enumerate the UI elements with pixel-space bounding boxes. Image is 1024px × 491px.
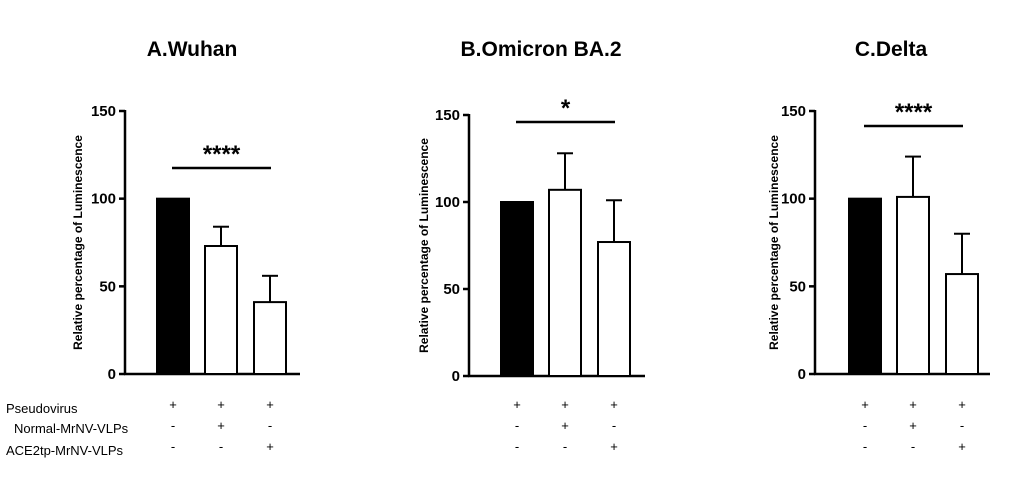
treatment-symbol: + [610,397,618,412]
treatment-symbol: + [909,397,917,412]
treatment-symbol: + [958,439,966,454]
treatment-symbol: - [268,418,272,433]
treatment-symbol: + [266,397,274,412]
y-tick-label: 150 [781,103,806,120]
treatment-symbol: - [863,439,867,454]
row-label-pseudovirus: Pseudovirus [6,401,78,416]
y-tick-label: 100 [435,194,460,211]
bar-normal-mrnv-vlps [548,188,582,377]
treatment-symbol: - [515,418,519,433]
treatment-symbol: + [169,397,177,412]
significance-label: * [561,95,571,122]
treatment-symbol: - [960,418,964,433]
bar-pseudovirus [156,197,190,375]
row-label-normal-mrnv-vlps: Normal-MrNV-VLPs [14,421,129,436]
chart-title: A.Wuhan [147,38,238,61]
treatment-symbol: - [219,439,223,454]
treatment-symbol: - [563,439,567,454]
y-tick-label: 150 [91,103,116,120]
treatment-symbol: - [612,418,616,433]
y-tick-label: 50 [789,278,806,295]
bar-pseudovirus [848,197,882,375]
treatment-symbol: + [561,418,569,433]
bar-ace2tp-mrnv-vlps [597,241,631,377]
treatment-symbol: - [515,439,519,454]
significance-label: **** [203,141,241,168]
chart-panel-b-omicron-ba-2: B.Omicron BA.2 Relative percentage of Lum… [417,38,645,454]
y-tick-label: 100 [781,191,806,208]
bar-normal-mrnv-vlps [896,195,930,375]
bar-pseudovirus [500,201,534,377]
y-tick-label: 0 [798,366,806,383]
treatment-symbol: + [909,418,917,433]
y-tick-label: 100 [91,191,116,208]
bar-ace2tp-mrnv-vlps [253,301,287,376]
bar-ace2tp-mrnv-vlps [945,273,979,375]
y-tick-label: 0 [452,368,460,385]
significance-label: **** [895,99,933,126]
treatment-symbol: - [863,418,867,433]
treatment-symbol: + [513,397,521,412]
treatment-symbol: + [217,397,225,412]
chart-title: B.Omicron BA.2 [460,38,621,61]
y-axis-label: Relative percentage of Luminescence [71,135,85,350]
treatment-symbol: + [958,397,966,412]
treatment-symbol: + [217,418,225,433]
y-tick-label: 150 [435,107,460,124]
treatment-symbol: - [911,439,915,454]
treatment-symbol: + [861,397,869,412]
y-axis-label: Relative percentage of Luminescence [767,135,781,350]
treatment-symbol: + [266,439,274,454]
chart-panel-c-delta: C.Delta Relative percentage of Luminescen… [767,38,990,454]
treatment-symbol: - [171,439,175,454]
chart-panel-a-wuhan: A.Wuhan Relative percentage of Luminescen… [71,38,300,454]
bar-normal-mrnv-vlps [204,245,238,375]
treatment-symbol: + [561,397,569,412]
row-label-ace2tp-mrnv-vlps: ACE2tp-MrNV-VLPs [6,443,124,458]
y-tick-label: 50 [443,281,460,298]
chart-title: C.Delta [855,38,928,61]
treatment-symbol: + [610,439,618,454]
treatment-symbol: - [171,418,175,433]
y-tick-label: 0 [108,366,116,383]
y-axis-label: Relative percentage of Luminescence [417,138,431,353]
y-tick-label: 50 [99,278,116,295]
